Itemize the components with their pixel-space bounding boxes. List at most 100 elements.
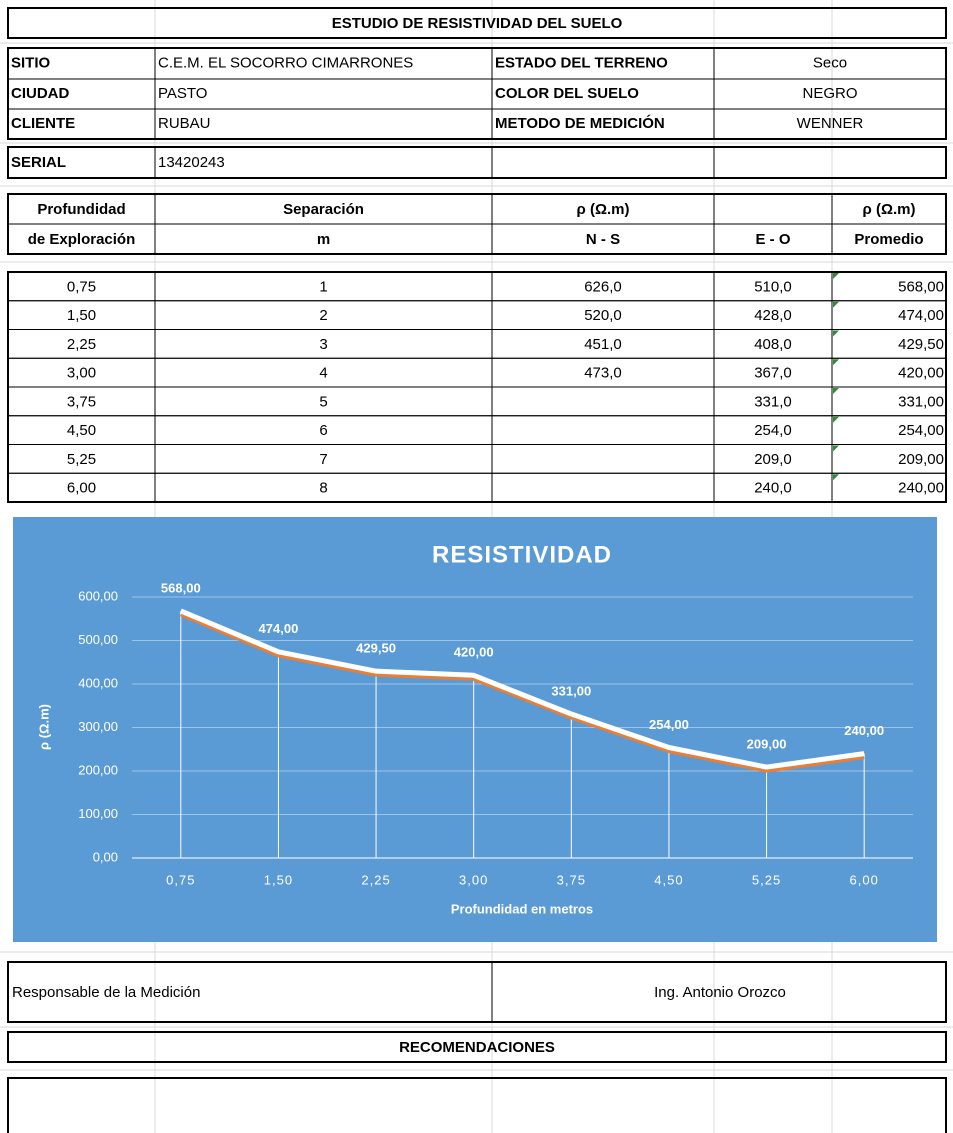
serial-label: SERIAL xyxy=(11,154,66,171)
recommendations-border xyxy=(7,1031,947,1063)
column-header: m xyxy=(317,231,330,248)
x-tick-label: 5,25 xyxy=(752,872,781,887)
table-cell: 1,50 xyxy=(67,307,96,324)
y-axis-title: ρ (Ω.m) xyxy=(36,704,51,750)
table-cell: 254,0 xyxy=(754,422,792,439)
table-cell: 5 xyxy=(319,393,327,410)
column-header: E - O xyxy=(755,231,790,248)
line-shadow xyxy=(180,613,865,773)
info-value: RUBAU xyxy=(158,115,211,132)
table-cell: 209,00 xyxy=(898,451,944,468)
table-cell: 254,00 xyxy=(898,422,944,439)
y-tick-label: 400,00 xyxy=(78,675,118,690)
column-header: ρ (Ω.m) xyxy=(863,201,916,218)
table-cell: 626,0 xyxy=(584,278,622,295)
y-tick-label: 100,00 xyxy=(78,806,118,821)
cell xyxy=(491,386,715,417)
info-label: METODO DE MEDICIÓN xyxy=(495,114,665,132)
table-cell: 568,00 xyxy=(898,278,944,295)
data-label: 474,00 xyxy=(259,621,299,636)
error-indicator xyxy=(833,416,839,423)
error-indicator xyxy=(833,474,839,481)
column-header: ρ (Ω.m) xyxy=(577,201,630,218)
x-tick-label: 6,00 xyxy=(850,872,879,887)
table-cell: 408,0 xyxy=(754,336,792,353)
data-label: 254,00 xyxy=(649,717,689,732)
error-indicator xyxy=(833,445,839,452)
data-label: 240,00 xyxy=(844,723,884,738)
cell xyxy=(491,146,715,179)
column-header: de Exploración xyxy=(28,231,136,248)
recommendations-title: RECOMENDACIONES xyxy=(399,1039,555,1056)
table-cell: 5,25 xyxy=(67,451,96,468)
sheet-title: ESTUDIO DE RESISTIVIDAD DEL SUELO xyxy=(332,15,623,32)
info-value: PASTO xyxy=(158,85,207,102)
x-tick-label: 2,25 xyxy=(361,872,390,887)
x-tick-label: 3,00 xyxy=(459,872,488,887)
responsible-label: Responsable de la Medición xyxy=(12,984,200,1001)
data-label: 331,00 xyxy=(551,683,591,698)
table-cell: 520,0 xyxy=(584,307,622,324)
cell xyxy=(491,472,715,503)
info-label: SITIO xyxy=(11,54,51,71)
cell xyxy=(491,415,715,445)
info-value: WENNER xyxy=(797,115,864,132)
data-label: 209,00 xyxy=(747,737,787,752)
responsible-border xyxy=(7,961,947,1023)
table-cell: 451,0 xyxy=(584,336,622,353)
serial-value: 13420243 xyxy=(158,154,225,171)
error-indicator xyxy=(833,330,839,337)
x-axis-title: Profundidad en metros xyxy=(451,901,593,916)
y-tick-label: 200,00 xyxy=(78,762,118,777)
table-cell: 2,25 xyxy=(67,336,96,353)
table-cell: 1 xyxy=(319,278,327,295)
y-tick-label: 300,00 xyxy=(78,719,118,734)
table-cell: 240,0 xyxy=(754,480,792,497)
x-tick-label: 4,50 xyxy=(654,872,683,887)
title-border xyxy=(7,7,947,39)
table-cell: 3,75 xyxy=(67,393,96,410)
column-header: Promedio xyxy=(854,231,923,248)
table-cell: 6 xyxy=(319,422,327,439)
serial-border xyxy=(7,146,947,179)
error-indicator xyxy=(833,388,839,394)
data-label: 568,00 xyxy=(161,580,201,595)
table-cell: 4 xyxy=(319,365,327,382)
table-cell: 473,0 xyxy=(584,365,622,382)
table-cell: 331,00 xyxy=(898,393,944,410)
table-cell: 0,75 xyxy=(67,278,96,295)
y-tick-label: 600,00 xyxy=(78,588,118,603)
info-value: NEGRO xyxy=(802,85,857,102)
table-cell: 8 xyxy=(319,480,327,497)
cell xyxy=(491,444,715,474)
table-cell: 331,0 xyxy=(754,393,792,410)
table-cell: 240,00 xyxy=(898,480,944,497)
x-tick-label: 3,75 xyxy=(557,872,586,887)
table-cell: 6,00 xyxy=(67,480,96,497)
cell xyxy=(713,193,833,225)
x-tick-label: 0,75 xyxy=(166,872,195,887)
y-tick-label: 0,00 xyxy=(93,849,118,864)
info-label: CLIENTE xyxy=(11,115,75,132)
info-value: C.E.M. EL SOCORRO CIMARRONES xyxy=(158,54,413,71)
info-label: ESTADO DEL TERRENO xyxy=(495,54,668,71)
table-cell: 3 xyxy=(319,336,327,353)
info-value: Seco xyxy=(813,54,847,71)
info-label: CIUDAD xyxy=(11,85,69,102)
cell xyxy=(713,146,947,179)
header-border xyxy=(7,193,947,255)
line xyxy=(179,608,865,770)
error-indicator xyxy=(833,301,839,308)
table-cell: 420,00 xyxy=(898,365,944,382)
info-border xyxy=(7,47,947,140)
table-cell: 367,0 xyxy=(754,365,792,382)
info-label: COLOR DEL SUELO xyxy=(495,85,639,102)
error-indicator xyxy=(833,359,839,366)
responsible-name: Ing. Antonio Orozco xyxy=(654,984,786,1001)
error-indicator xyxy=(833,273,839,279)
table-cell: 7 xyxy=(319,451,327,468)
table-cell: 3,00 xyxy=(67,365,96,382)
y-tick-label: 500,00 xyxy=(78,632,118,647)
table-cell: 2 xyxy=(319,307,327,324)
